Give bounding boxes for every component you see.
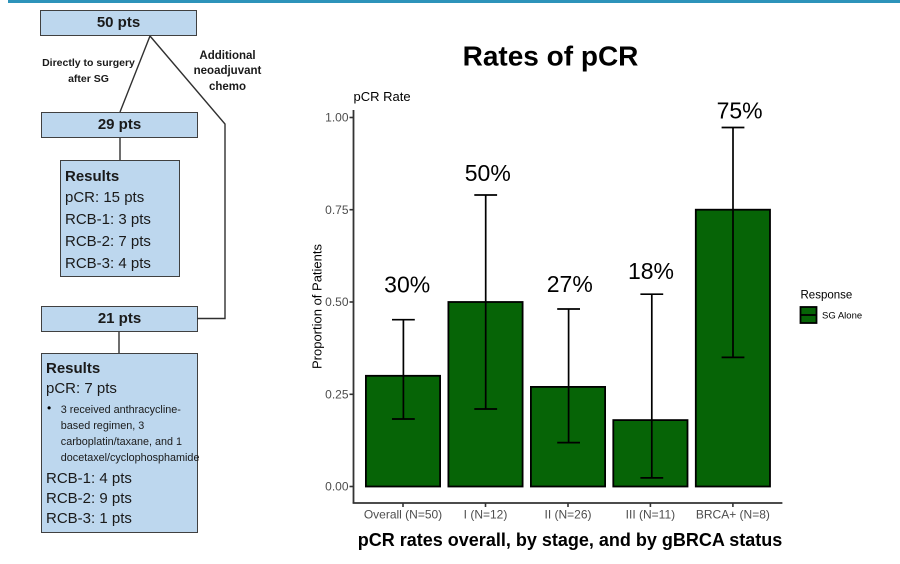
svg-text:1.00: 1.00 <box>325 111 349 125</box>
svg-text:pCR rates overall, by stage, a: pCR rates overall, by stage, and by gBRC… <box>358 530 782 550</box>
svg-text:Overall (N=50): Overall (N=50) <box>364 508 442 522</box>
svg-text:0.75: 0.75 <box>325 203 349 217</box>
svg-text:III (N=11): III (N=11) <box>626 508 675 522</box>
svg-text:0.50: 0.50 <box>325 295 349 309</box>
svg-text:pCR Rate: pCR Rate <box>354 89 411 104</box>
svg-text:75%: 75% <box>717 97 763 123</box>
svg-text:II (N=26): II (N=26) <box>544 508 591 522</box>
svg-text:I (N=12): I (N=12) <box>464 508 508 522</box>
svg-text:0.25: 0.25 <box>325 388 349 402</box>
svg-text:Proportion of Patients: Proportion of Patients <box>310 243 325 369</box>
svg-text:50%: 50% <box>465 160 511 186</box>
svg-text:Response: Response <box>801 290 853 302</box>
svg-text:30%: 30% <box>384 272 430 298</box>
svg-text:Rates of pCR: Rates of pCR <box>463 40 639 71</box>
svg-text:0.00: 0.00 <box>325 480 349 494</box>
svg-text:BRCA+ (N=8): BRCA+ (N=8) <box>696 508 770 522</box>
svg-text:SG Alone: SG Alone <box>822 310 862 321</box>
svg-text:27%: 27% <box>547 271 593 297</box>
svg-text:18%: 18% <box>628 258 674 284</box>
